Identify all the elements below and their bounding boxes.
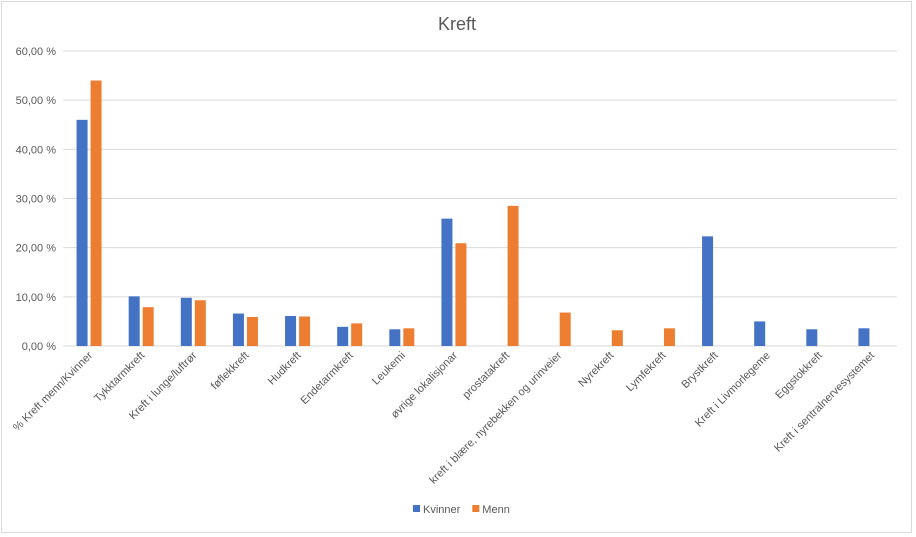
y-tick-label: 40,00 % — [16, 144, 57, 156]
bar-menn — [246, 316, 258, 346]
x-tick-label: Hudkreft — [266, 350, 304, 388]
chart-title: Kreft — [438, 14, 476, 34]
x-tick-label: føflekkreft — [209, 350, 252, 393]
y-tick-label: 50,00 % — [16, 95, 57, 107]
bar-menn — [142, 307, 154, 346]
x-tick-label: % Kreft menn/Kvinner — [11, 349, 95, 433]
bar-kvinner — [232, 313, 244, 346]
legend-label: Menn — [482, 504, 510, 516]
y-axis-tick-labels: 0,00 % 10,00 % 20,00 % 30,00 % 40,00 % 50,00 … — [16, 46, 57, 353]
y-tick-label: 0,00 % — [22, 341, 56, 353]
bars — [76, 80, 870, 346]
bar-kvinner — [441, 218, 453, 346]
x-tick-label: Leukemi — [370, 350, 408, 388]
bar-kvinner — [180, 297, 192, 346]
x-tick-label: Brystkreft — [679, 350, 720, 391]
bar-kvinner — [128, 296, 140, 346]
bar-menn — [194, 300, 206, 346]
bar-kvinner — [806, 329, 818, 346]
y-tick-label: 10,00 % — [16, 292, 57, 304]
bar-kvinner — [702, 236, 714, 346]
bar-menn — [403, 328, 415, 346]
legend: Kvinner Menn — [413, 504, 510, 516]
bar-menn — [351, 323, 363, 346]
bar-menn — [455, 243, 467, 346]
y-tick-label: 20,00 % — [16, 243, 57, 255]
x-tick-label: Endetarmkreft — [298, 350, 355, 407]
bar-menn — [90, 80, 102, 346]
x-tick-label: prostatakreft — [460, 350, 512, 402]
bar-kvinner — [76, 119, 88, 346]
bar-menn — [611, 330, 623, 346]
bar-kvinner — [858, 328, 870, 346]
legend-swatch — [472, 505, 480, 512]
x-tick-label: Nyrekreft — [576, 350, 616, 390]
legend-label: Kvinner — [423, 504, 461, 516]
bar-menn — [299, 316, 311, 346]
x-tick-label: Kreft i sentralnervesystemet — [772, 350, 877, 455]
bar-menn — [507, 205, 519, 346]
bar-menn — [663, 328, 675, 346]
legend-swatch — [413, 505, 420, 512]
bar-kvinner — [389, 329, 401, 346]
bar-kvinner — [337, 326, 349, 346]
x-tick-label: Eggstokkreft — [773, 350, 825, 402]
bar-kvinner — [285, 316, 297, 346]
x-tick-label: Lymfekreft — [624, 350, 669, 395]
y-tick-label: 60,00 % — [16, 46, 57, 58]
bar-kvinner — [754, 321, 766, 346]
bar-menn — [559, 312, 571, 346]
x-tick-label: Tykktarmkreft — [92, 350, 147, 405]
y-tick-label: 30,00 % — [16, 194, 57, 206]
